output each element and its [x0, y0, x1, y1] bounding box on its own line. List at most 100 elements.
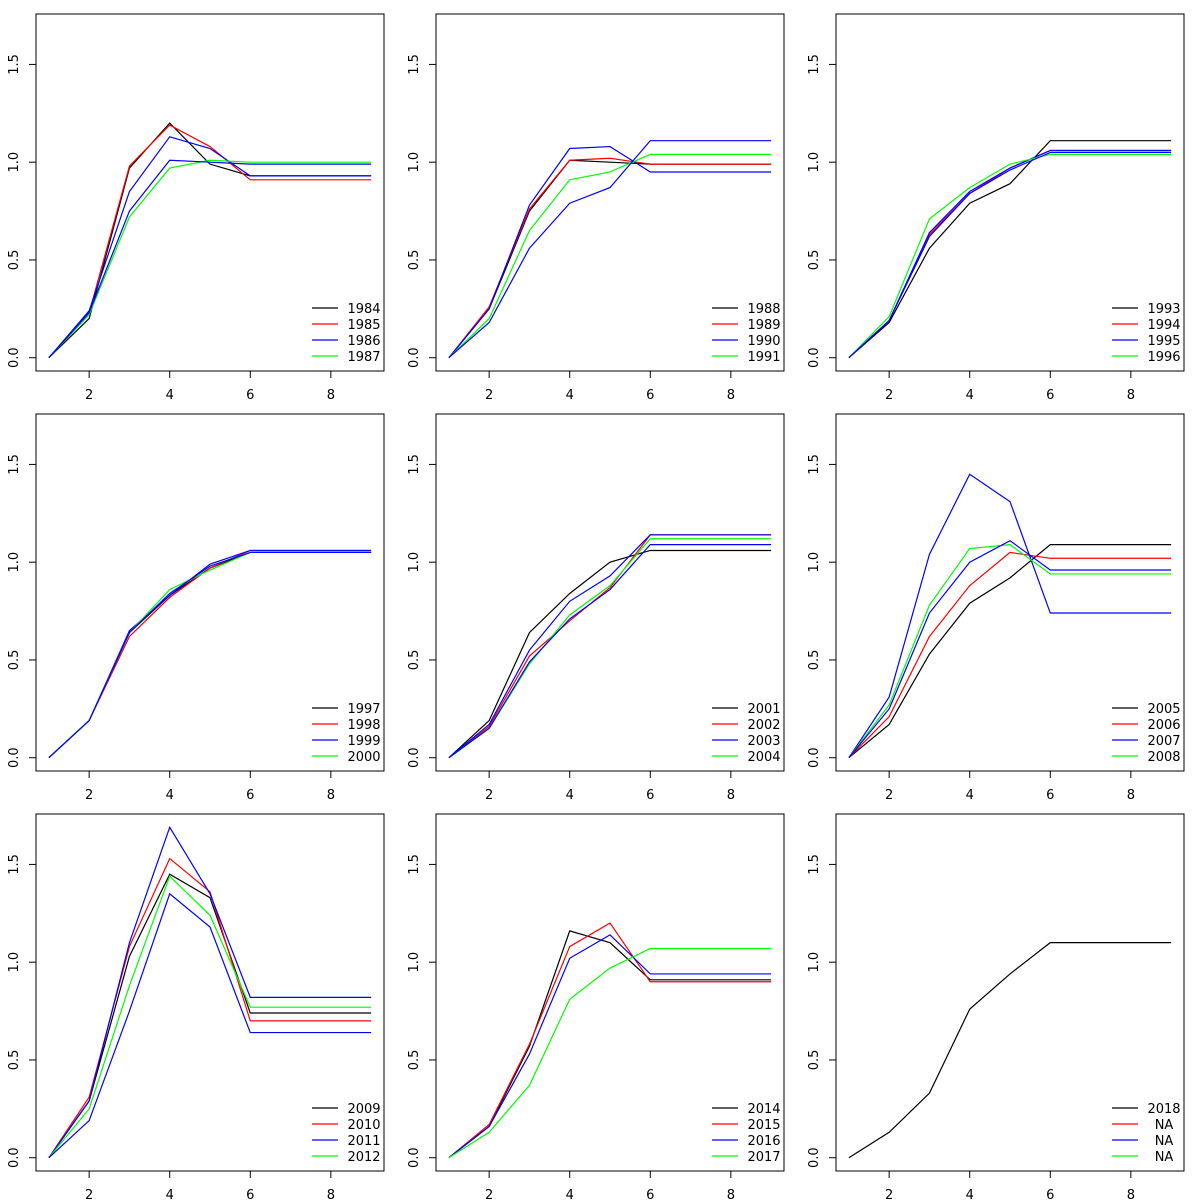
legend-label: 2009	[347, 1102, 380, 1117]
x-tick-label: 4	[166, 788, 174, 803]
legend-label: 2011	[347, 1134, 380, 1149]
x-tick-label: 4	[566, 1188, 574, 1200]
series-line	[48, 825, 372, 1159]
series-line	[48, 551, 372, 759]
legend-label: 1997	[347, 702, 380, 717]
legend-label: 1984	[347, 302, 380, 317]
x-tick-label: 8	[327, 788, 335, 803]
x-tick-label: 8	[327, 1188, 335, 1200]
series-line	[48, 857, 372, 1159]
y-tick-label: 0.5	[7, 1050, 22, 1071]
x-tick-label: 6	[646, 388, 654, 403]
y-tick-label: 0.5	[407, 650, 422, 671]
x-tick-label: 8	[327, 388, 335, 403]
x-tick-label: 2	[485, 1188, 493, 1200]
series-line	[448, 145, 772, 359]
legend-label: 1989	[747, 318, 780, 333]
legend-label: NA	[1155, 1134, 1174, 1149]
x-tick-label: 8	[727, 388, 735, 403]
x-tick-label: 2	[485, 788, 493, 803]
x-tick-label: 2	[485, 388, 493, 403]
legend-label: NA	[1155, 1150, 1174, 1165]
y-tick-label: 1.5	[407, 54, 422, 75]
series-line	[48, 159, 372, 359]
y-tick-label: 1.5	[807, 854, 822, 875]
x-tick-label: 6	[246, 388, 254, 403]
series-line	[448, 947, 772, 1159]
series-line	[448, 159, 772, 359]
legend-label: 2001	[747, 702, 780, 717]
legend-label: 2008	[1147, 750, 1180, 765]
legend-label: 1985	[347, 318, 380, 333]
y-tick-label: 0.0	[7, 1147, 22, 1168]
y-tick-label: 1.0	[807, 552, 822, 573]
legend-label: 2003	[747, 734, 780, 749]
x-tick-label: 4	[966, 1188, 974, 1200]
legend-label: 1995	[1147, 334, 1180, 349]
series-line	[848, 149, 1172, 359]
series-line	[48, 873, 372, 1159]
x-tick-label: 6	[246, 788, 254, 803]
legend-label: 2018	[1147, 1102, 1180, 1117]
legend-label: 1996	[1147, 350, 1180, 365]
y-tick-label: 0.5	[807, 250, 822, 271]
series-line	[48, 551, 372, 759]
x-tick-label: 6	[646, 788, 654, 803]
series-line	[448, 922, 772, 1159]
series-line	[48, 136, 372, 359]
legend-label: 2002	[747, 718, 780, 733]
y-tick-label: 1.5	[7, 54, 22, 75]
plot-frame	[35, 813, 385, 1172]
y-tick-label: 1.0	[7, 552, 22, 573]
x-tick-label: 6	[1046, 1188, 1054, 1200]
series-line	[848, 140, 1172, 359]
legend-label: 2017	[747, 1150, 780, 1165]
y-tick-label: 1.5	[7, 854, 22, 875]
series-line	[448, 930, 772, 1159]
series-line	[48, 159, 372, 359]
x-tick-label: 4	[166, 1188, 174, 1200]
legend-label: 1987	[347, 350, 380, 365]
y-tick-label: 1.0	[407, 152, 422, 173]
legend-label: 1990	[747, 334, 780, 349]
series-line	[448, 538, 772, 759]
series-line	[848, 551, 1172, 759]
y-tick-label: 1.0	[7, 152, 22, 173]
y-tick-label: 1.5	[807, 54, 822, 75]
y-tick-label: 0.5	[807, 1050, 822, 1071]
x-tick-label: 8	[1127, 788, 1135, 803]
y-tick-label: 0.5	[7, 250, 22, 271]
y-tick-label: 1.0	[407, 552, 422, 573]
series-line	[848, 153, 1172, 359]
legend-label: 2014	[747, 1102, 780, 1117]
y-tick-label: 0.0	[407, 1147, 422, 1168]
legend-label: 2015	[747, 1118, 780, 1133]
y-tick-label: 1.0	[807, 152, 822, 173]
x-tick-label: 4	[166, 388, 174, 403]
x-tick-label: 4	[566, 788, 574, 803]
series-line	[448, 934, 772, 1159]
x-tick-label: 6	[1046, 788, 1054, 803]
legend-label: 2012	[347, 1150, 380, 1165]
legend-label: 2004	[747, 750, 780, 765]
y-tick-label: 0.5	[7, 650, 22, 671]
x-tick-label: 2	[885, 388, 893, 403]
x-tick-label: 8	[727, 788, 735, 803]
x-tick-label: 6	[246, 1188, 254, 1200]
x-tick-label: 4	[566, 388, 574, 403]
y-tick-label: 0.0	[407, 747, 422, 768]
legend-label: 1994	[1147, 318, 1180, 333]
y-tick-label: 0.5	[407, 1050, 422, 1071]
x-tick-label: 6	[646, 1188, 654, 1200]
plot-frame	[835, 813, 1185, 1172]
y-tick-label: 0.0	[807, 747, 822, 768]
plot-frame	[35, 13, 385, 372]
series-line	[48, 551, 372, 759]
